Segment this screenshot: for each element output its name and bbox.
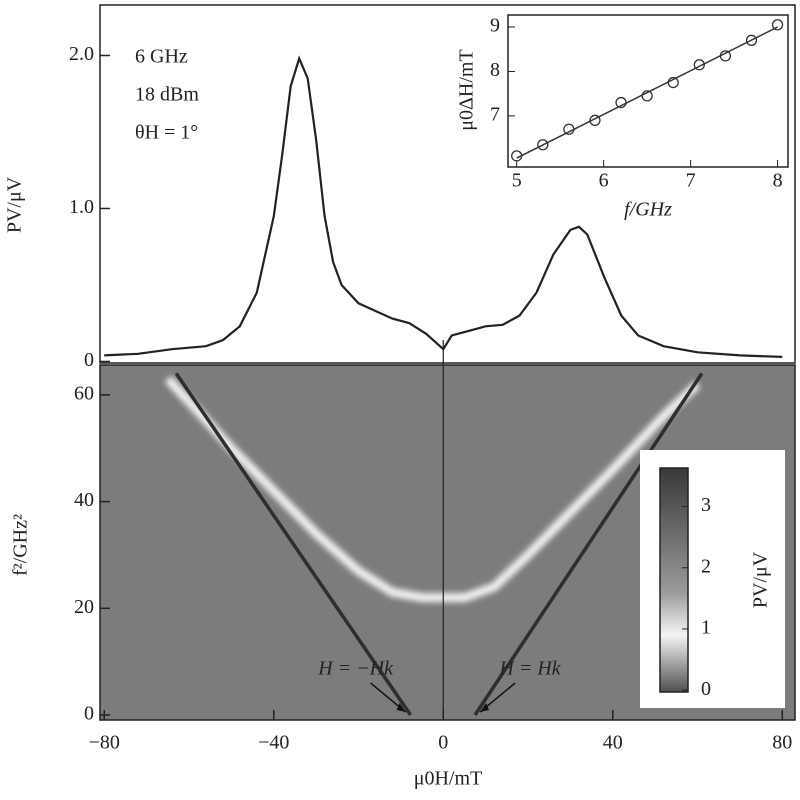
y-tick-label: 1.0 (69, 196, 94, 218)
data-line (104, 55, 783, 358)
y-tick-label: 9 (490, 15, 500, 37)
colorbar-tick-label: 2 (701, 555, 711, 577)
arrow-head (396, 703, 406, 713)
y-tick-label: 40 (74, 489, 94, 511)
y-axis-label: f²/GHz² (10, 514, 32, 576)
y-tick-label: 2.0 (69, 43, 94, 65)
x-tick-label: −40 (258, 732, 289, 754)
line-label: H = Hk (498, 658, 561, 680)
data-point (693, 59, 705, 71)
x-tick-label: 5 (512, 170, 522, 192)
data-point (771, 19, 784, 31)
x-axis-label: f/GHz (624, 199, 672, 221)
field-line (473, 372, 704, 716)
data-point (537, 139, 549, 151)
x-tick-label: 7 (686, 170, 696, 192)
colorbar-tick-label: 1 (701, 617, 711, 639)
plot-frame (99, 4, 796, 364)
x-tick-label: 80 (772, 732, 792, 754)
annotation: 18 dBm (135, 84, 199, 106)
colorbar-tick-label: 3 (701, 494, 711, 516)
x-tick-label: −80 (89, 732, 120, 754)
y-tick-label: 0 (84, 703, 94, 725)
x-tick-label: 0 (438, 732, 448, 754)
x-axis-label: μ0H/mT (414, 768, 483, 790)
data-point (719, 50, 732, 62)
fit-line (516, 26, 778, 159)
data-point (511, 150, 523, 162)
x-tick-label: 6 (599, 170, 609, 192)
data-point (667, 76, 679, 89)
annotation: 6 GHz (135, 46, 188, 68)
arrow-head (480, 703, 490, 713)
y-tick-label: 60 (74, 382, 94, 404)
line-label: H = −Hk (317, 658, 394, 680)
plot-frame (99, 364, 796, 721)
x-tick-label: 40 (603, 732, 623, 754)
data-point (563, 123, 575, 135)
data-point (641, 90, 653, 102)
data-point (745, 34, 758, 46)
y-axis-label: PV/μV (4, 176, 26, 233)
y-tick-label: 20 (74, 596, 94, 618)
y-tick-label: 7 (490, 103, 500, 125)
y-tick-label: 0 (84, 349, 94, 371)
x-tick-label: 8 (773, 170, 783, 192)
data-point (589, 114, 601, 126)
colorbar (659, 467, 689, 693)
colorbar-tick-label: 0 (701, 678, 711, 700)
resonance-ridge (164, 375, 701, 603)
field-line (174, 372, 413, 716)
y-tick-label: 8 (490, 59, 500, 81)
data-point (615, 96, 627, 109)
colorbar-label: PV/μV (750, 551, 772, 608)
annotation: θH = 1° (135, 122, 198, 144)
y-axis-label: μ0ΔH/mT (456, 49, 478, 130)
